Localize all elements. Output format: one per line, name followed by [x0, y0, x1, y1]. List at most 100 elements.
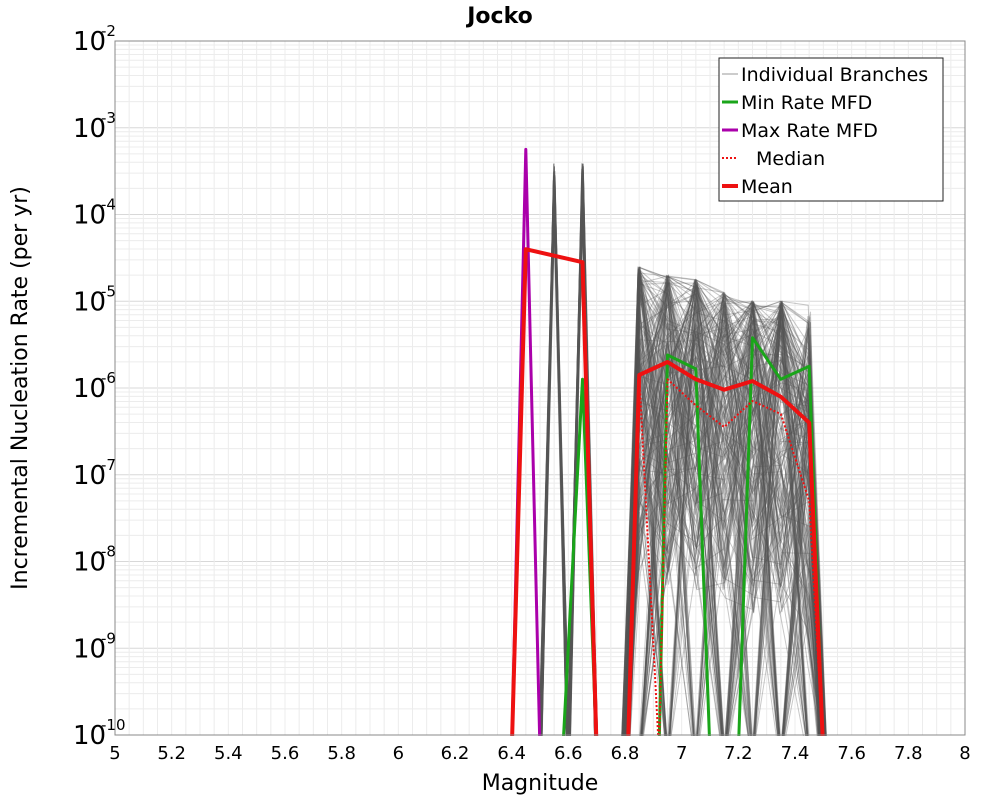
branch-line [627, 284, 827, 762]
branch-line [624, 291, 829, 762]
branch-line [628, 284, 823, 762]
branch-line [620, 288, 827, 762]
y-tick-exponent: -6 [101, 369, 116, 387]
branch-line [625, 313, 827, 762]
branch-line [625, 275, 820, 762]
x-tick-label: 6 [393, 743, 404, 764]
y-tick-label: 10 [73, 721, 106, 751]
branch-line [625, 289, 828, 762]
branch-line [626, 298, 821, 762]
branch-line [628, 341, 822, 762]
branch-line [624, 266, 821, 762]
branch-line [625, 319, 826, 762]
branch-line [628, 330, 828, 762]
legend-label-max: Max Rate MFD [741, 120, 878, 142]
branch-line [628, 292, 821, 762]
branch-line [621, 267, 822, 762]
branch-line [627, 267, 824, 762]
branch-line [626, 327, 823, 762]
branch-line [620, 290, 826, 762]
branch-line [626, 284, 821, 762]
branch-line [628, 303, 825, 762]
branch-line [628, 279, 821, 762]
branch-line [620, 393, 828, 762]
branch-line [623, 440, 828, 762]
branch-line [626, 298, 825, 762]
branch-line [626, 275, 826, 762]
branch-line [622, 310, 827, 762]
y-tick-exponent: -10 [101, 716, 126, 734]
branch-line [623, 279, 824, 762]
branch-line [622, 363, 822, 762]
branch-line [627, 272, 822, 762]
branch-line [626, 278, 824, 762]
branch-line [626, 344, 828, 762]
branch-line [628, 294, 827, 762]
y-tick-exponent: -8 [101, 543, 116, 561]
branch-line [626, 300, 824, 762]
y-tick-label: 10 [73, 287, 106, 317]
branch-line [623, 301, 821, 762]
legend: Individual Branches Min Rate MFD Max Rate … [718, 57, 944, 202]
branch-line [628, 282, 825, 762]
branch-line [628, 320, 828, 762]
branch-line [621, 275, 828, 762]
y-tick-exponent: -9 [101, 629, 116, 647]
branch-line [620, 309, 826, 762]
branch-line [623, 287, 821, 762]
x-tick-label: 5.2 [157, 743, 186, 764]
y-tick-label: 10 [73, 27, 106, 57]
branch-line [621, 283, 828, 762]
branch-line [622, 291, 827, 762]
branch-line [622, 282, 821, 762]
branch-line [628, 301, 823, 762]
branch-line [627, 318, 825, 762]
y-tick-exponent: -3 [101, 109, 116, 127]
branch-line [621, 334, 828, 762]
branch-line [621, 365, 825, 762]
branch-line [627, 300, 823, 762]
branch-line [625, 269, 821, 762]
branch-line [620, 279, 822, 762]
branch-line [622, 307, 829, 762]
branch-line [620, 276, 822, 762]
branch-line [623, 278, 828, 762]
branch-line [623, 276, 821, 762]
x-tick-label: 7.2 [724, 743, 753, 764]
y-tick-label: 10 [73, 634, 106, 664]
branch-line [628, 282, 822, 762]
branch-line [622, 315, 821, 762]
branch-line [626, 282, 826, 762]
branch-line [623, 286, 823, 762]
branch-line [626, 298, 821, 762]
branch-line [628, 302, 822, 762]
branch-line [625, 290, 826, 762]
branch-line [624, 353, 826, 762]
y-tick-label: 10 [73, 114, 106, 144]
branch-line [625, 272, 826, 762]
branch-line [627, 279, 826, 762]
branch-line [623, 271, 828, 762]
y-tick-label: 10 [73, 201, 106, 231]
branch-line [626, 283, 828, 762]
branch-line [622, 325, 827, 762]
branch-line [627, 279, 823, 762]
x-tick-label: 7.8 [894, 743, 923, 764]
y-axis-label: Incremental Nucleation Rate (per yr) [8, 186, 33, 590]
branch-line [622, 266, 820, 762]
branch-line [621, 273, 824, 762]
series-mean-line [509, 247, 826, 755]
branch-line [623, 307, 825, 762]
branch-line [624, 293, 821, 762]
branch-line [627, 293, 826, 762]
branch-line [627, 312, 825, 762]
branch-line [624, 266, 821, 762]
branch-line [627, 285, 827, 762]
branch-line [625, 290, 826, 762]
branch-line [629, 294, 823, 762]
branch-line [621, 322, 824, 762]
branch-line [621, 317, 825, 762]
branch-line [621, 266, 820, 762]
branch-line [626, 320, 820, 762]
x-tick-label: 7 [676, 743, 687, 764]
